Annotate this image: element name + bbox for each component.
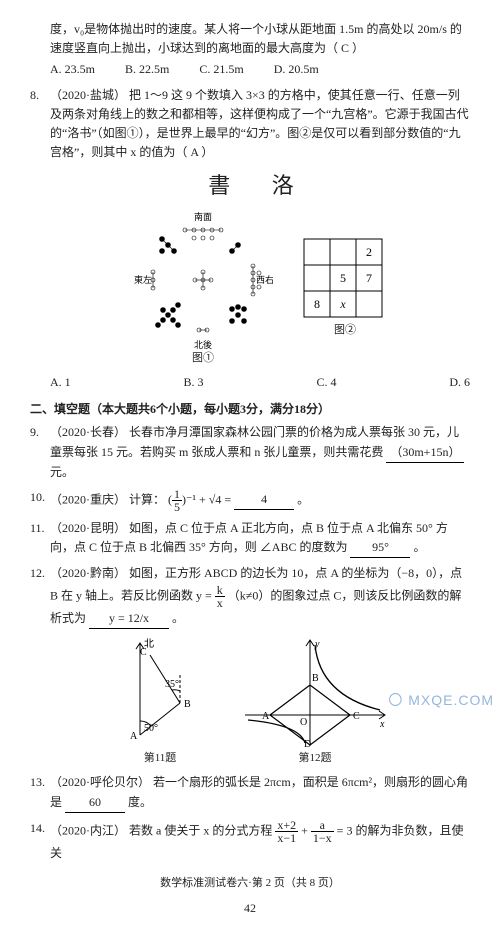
q7-ans: C	[341, 41, 349, 55]
svg-text:南面: 南面	[194, 211, 212, 222]
q8-figs: 南面 北後 東左 西右 图① 2 5 7 8 x	[50, 210, 470, 368]
q14: 14. （2020·内江） 若数 a 使关于 x 的分式方程 x+2x−1 + …	[30, 819, 470, 863]
fig12-svg: A B C D O x y	[240, 635, 390, 750]
q11-num: 11.	[30, 519, 45, 538]
fig11: 北 A B C 50° 35° 第11题	[110, 635, 210, 768]
q9-tail: 元。	[50, 465, 74, 479]
luoshu-svg: 南面 北後 東左 西右	[133, 210, 273, 350]
grid-fig: 2 5 7 8 x 图②	[303, 238, 387, 340]
q11: 11. （2020·昆明） 如图，点 C 位于点 A 正北方向，点 B 位于点 …	[30, 519, 470, 558]
q12-num: 12.	[30, 564, 45, 583]
q13: 13. （2020·呼伦贝尔） 若一个扇形的弧长是 2πcm，面积是 6πcm²…	[30, 773, 470, 812]
fig11-label: 第11题	[110, 750, 210, 768]
q11-src: （2020·昆明）	[50, 521, 126, 535]
frac-k-x: kx	[215, 584, 225, 609]
q10-ans: 4	[234, 490, 294, 510]
q7-opt-d: D. 20.5m	[274, 60, 319, 79]
svg-text:35°: 35°	[165, 679, 179, 690]
svg-text:A: A	[262, 711, 270, 722]
q10: 10. （2020·重庆） 计算： (15)⁻¹ + √4 = 4 。	[30, 488, 470, 513]
q7-tail: ）	[352, 41, 364, 55]
q7-opt-c: C. 21.5m	[199, 60, 243, 79]
q9-num: 9.	[30, 423, 39, 442]
q8-opt-d: D. 6	[449, 373, 470, 392]
svg-text:50°: 50°	[144, 723, 158, 734]
svg-text:B: B	[312, 673, 319, 684]
fig12: A B C D O x y 第12题	[240, 635, 390, 768]
footer: 数学标准测试卷六·第 2 页（共 8 页）	[30, 875, 470, 893]
section2: 二、填空题（本大题共6个小题，每小题3分，满分18分）	[30, 400, 470, 419]
svg-text:8: 8	[314, 297, 320, 311]
fig1-label: 图①	[133, 350, 273, 368]
q14-num: 14.	[30, 819, 45, 838]
q8-opt-c: C. 4	[316, 373, 336, 392]
svg-text:C: C	[140, 647, 147, 658]
q11-ans: 95°	[350, 538, 410, 558]
q13-src: （2020·呼伦贝尔）	[50, 775, 150, 789]
q10-body: 计算：	[129, 492, 165, 506]
frac-x2-x1: x+2x−1	[275, 819, 298, 844]
q10-tail: 。	[297, 492, 309, 506]
frac-a-1x: a1−x	[311, 819, 334, 844]
q10-src: （2020·重庆）	[50, 492, 126, 506]
q12-tail: 。	[172, 611, 184, 625]
fig12-label: 第12题	[240, 750, 390, 768]
svg-text:北後: 北後	[194, 339, 212, 350]
fig2-label: 图②	[303, 322, 387, 340]
q8-num: 8.	[30, 86, 39, 105]
q13-tail: 度。	[128, 795, 152, 809]
q9-ans: （30m+15n）	[386, 443, 464, 463]
q7-lead: 度，v₀是物体抛出时的速度。某人将一个小球从距地面 1.5m 的高处以 20m/…	[50, 22, 462, 55]
q8-title: 書 洛	[50, 168, 470, 203]
svg-text:A: A	[130, 731, 138, 742]
svg-text:x: x	[379, 719, 385, 730]
q8-opts: A. 1 B. 3 C. 4 D. 6	[50, 373, 470, 392]
q7-opts: A. 23.5m B. 22.5m C. 21.5m D. 20.5m	[50, 60, 470, 79]
q14-src: （2020·内江）	[50, 823, 126, 837]
svg-text:西右: 西右	[256, 274, 273, 285]
q8-src: （2020·盐城）	[50, 88, 126, 102]
svg-text:x: x	[339, 297, 346, 311]
q8-opt-b: B. 3	[184, 373, 204, 392]
luoshu-fig: 南面 北後 東左 西右 图①	[133, 210, 273, 368]
q10-num: 10.	[30, 488, 45, 507]
svg-text:D: D	[304, 739, 311, 750]
q12-ans: y = 12/x	[89, 609, 169, 629]
svg-text:2: 2	[366, 245, 372, 259]
q13-ans: 60	[65, 793, 125, 813]
svg-text:東左: 東左	[134, 274, 152, 285]
pageno: 42	[30, 899, 470, 918]
q14-body: 若数 a 使关于 x 的分式方程	[129, 823, 275, 837]
svg-text:C: C	[353, 711, 360, 722]
q7: 度，v₀是物体抛出时的速度。某人将一个小球从距地面 1.5m 的高处以 20m/…	[30, 20, 470, 80]
q9: 9. （2020·长春） 长春市净月潭国家森林公园门票的价格为成人票每张 30 …	[30, 423, 470, 482]
q8: 8. （2020·盐城） 把 1～9 这 9 个数填入 3×3 的方格中，使其任…	[30, 86, 470, 393]
q11-tail: 。	[413, 540, 425, 554]
q8-ans: A	[190, 145, 198, 159]
svg-text:y: y	[314, 639, 320, 650]
q7-opt-b: B. 22.5m	[125, 60, 169, 79]
q9-src: （2020·长春）	[50, 425, 126, 439]
q13-num: 13.	[30, 773, 45, 792]
watermark: 〇 MXQE.COM	[388, 689, 494, 711]
q8-tail: ）	[201, 145, 213, 159]
q12-src: （2020·黔南）	[50, 566, 126, 580]
q8-opt-a: A. 1	[50, 373, 71, 392]
grid-svg: 2 5 7 8 x	[303, 238, 387, 322]
q7-opt-a: A. 23.5m	[50, 60, 95, 79]
frac-1-5: 15	[172, 488, 182, 513]
svg-text:B: B	[184, 699, 191, 710]
svg-text:5: 5	[340, 271, 346, 285]
q12: 12. （2020·黔南） 如图，正方形 ABCD 的边长为 10，点 A 的坐…	[30, 564, 470, 628]
svg-text:7: 7	[366, 271, 372, 285]
svg-text:O: O	[300, 717, 307, 728]
fig11-svg: 北 A B C 50° 35°	[110, 635, 210, 750]
